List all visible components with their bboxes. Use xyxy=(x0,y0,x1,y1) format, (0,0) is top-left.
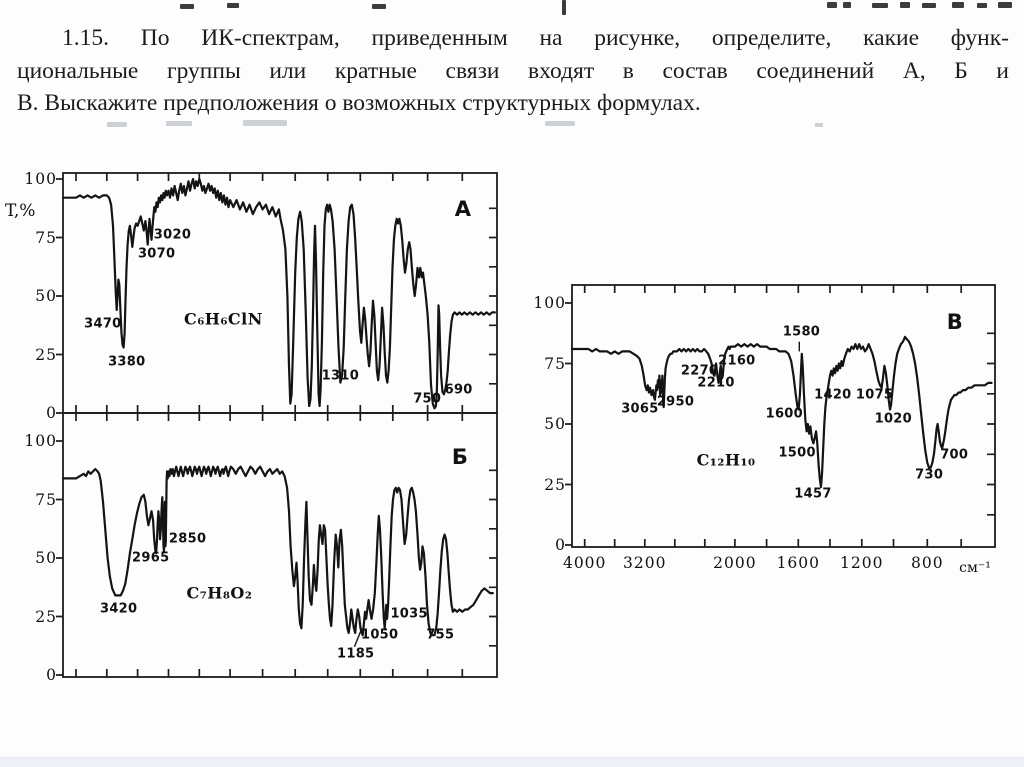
scan-artifact-mark xyxy=(166,121,192,126)
scan-artifact-mark xyxy=(243,120,287,126)
chart-frame-A xyxy=(62,172,498,414)
axis-ticks-V xyxy=(565,285,995,547)
scan-artifact-mark xyxy=(843,2,851,8)
scan-artifact-mark xyxy=(872,3,888,8)
scan-artifact-mark xyxy=(372,4,386,9)
slide-footer-strip xyxy=(0,757,1024,767)
axis-ticks-B xyxy=(56,413,497,677)
problem-text-line: циональные группы или кратные связи вход… xyxy=(17,57,1009,84)
problem-text-line: В. Выскажите предположения о возможных с… xyxy=(17,90,701,116)
scan-artifact-mark xyxy=(952,2,964,8)
scan-artifact-mark xyxy=(815,123,823,127)
scan-artifact-mark xyxy=(922,3,936,8)
scan-artifact-mark xyxy=(977,3,987,8)
problem-statement: 1.15. По ИК-спектрам, приведенным на рис… xyxy=(17,22,1009,120)
scan-artifact-mark xyxy=(900,2,910,8)
scan-artifact-mark xyxy=(180,4,194,9)
spectrum-trace-V xyxy=(570,335,993,488)
chart-frame-V xyxy=(571,284,996,548)
axis-ticks-A xyxy=(56,173,497,414)
scan-artifact-mark xyxy=(827,2,837,8)
spectrum-trace-B xyxy=(61,465,494,637)
peak-leader-line xyxy=(353,627,363,648)
scan-artifact-mark xyxy=(227,3,239,8)
scan-artifact-mark xyxy=(545,121,575,126)
problem-text-line: 1.15. По ИК-спектрам, приведенным на рис… xyxy=(62,25,1009,51)
chart-frame-B xyxy=(62,412,498,678)
spectrum-trace-A xyxy=(61,177,496,410)
scan-artifact-mark xyxy=(107,122,127,127)
scan-artifact-mark xyxy=(562,0,566,15)
scan-artifact-mark xyxy=(998,2,1012,8)
